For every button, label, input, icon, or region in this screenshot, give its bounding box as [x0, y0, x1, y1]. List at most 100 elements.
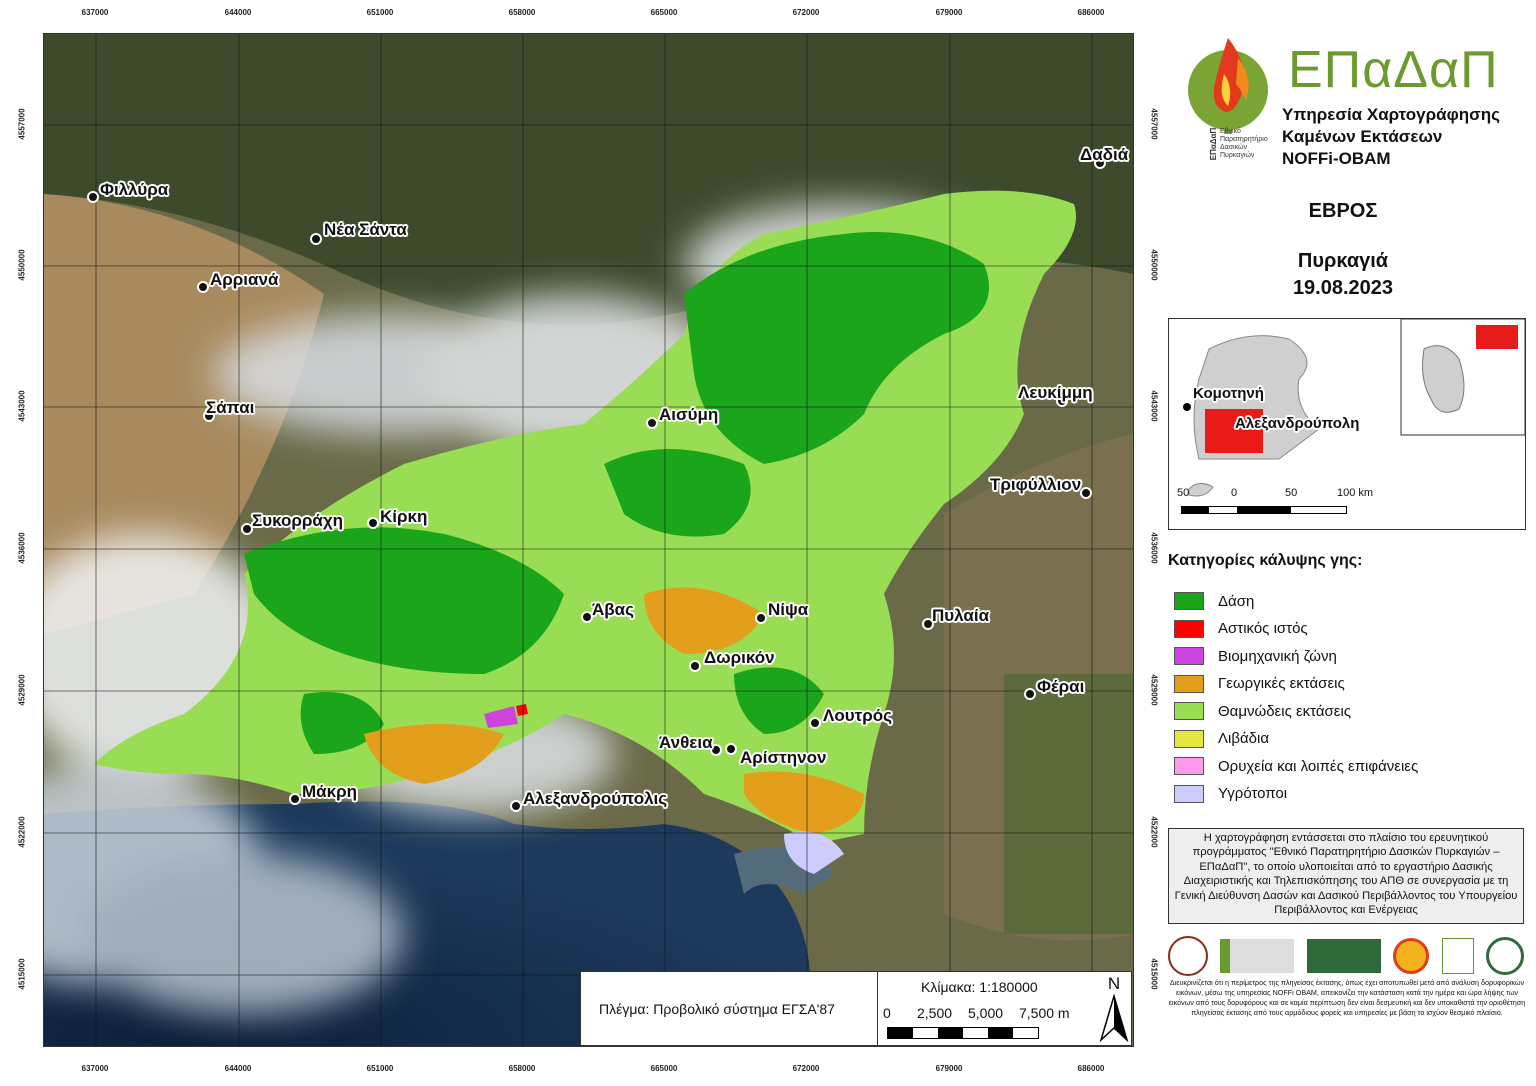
burned-area[interactable]: [94, 190, 1076, 874]
settlement-label[interactable]: Νέα Σάντα: [324, 220, 407, 239]
logo-line-3: NOFFi-OBAM: [1282, 149, 1391, 168]
settlement-label[interactable]: Άνθεια: [659, 733, 713, 752]
settlement-dot: [203, 410, 215, 422]
settlement-label[interactable]: Αρριανά: [210, 270, 279, 289]
x-tick-label: 665000: [650, 8, 678, 17]
settlement-label[interactable]: Συκορράχη: [252, 511, 344, 530]
settlement-label[interactable]: Φιλλύρα: [100, 180, 169, 199]
forest-south: [734, 667, 824, 734]
partner-logos: [1168, 936, 1524, 976]
legend-swatch: [1174, 619, 1204, 638]
settlement-label[interactable]: Λουτρός: [823, 706, 892, 725]
settlement-label[interactable]: Φέραι: [1037, 677, 1085, 696]
x-tick-label: 686000: [1077, 8, 1105, 17]
logo-name: ΕΠαΔαΠ: [1288, 41, 1499, 99]
event-date: 19.08.2023: [1292, 277, 1394, 299]
settlement-label[interactable]: Αισύμη: [659, 405, 719, 424]
info-box: Η χαρτογράφηση εντάσσεται στο πλαίσιο το…: [1168, 828, 1524, 924]
legend-swatch: [1174, 729, 1204, 748]
legend-item: Ορυχεία και λοιπές επιφάνειες: [1174, 756, 1418, 776]
map-canvas[interactable]: [44, 34, 1133, 1046]
settlement-dot: [1056, 395, 1068, 407]
legend-swatch: [1174, 784, 1204, 803]
x-tick-label: 637000: [81, 1064, 109, 1073]
settlement-dot: [197, 281, 209, 293]
x-tick-label: 651000: [366, 8, 394, 17]
legend-item: Βιομηχανική ζώνη: [1174, 646, 1337, 666]
settlement-label[interactable]: Κίρκη: [380, 507, 428, 526]
settlement-label[interactable]: Δωρικόν: [704, 648, 775, 667]
y-tick-label: 4543000: [17, 390, 27, 422]
inset-scale-2: 50: [1285, 487, 1298, 499]
settlement-label[interactable]: Αλεξανδρούπολις: [523, 789, 668, 808]
logo-flame-icon: [1182, 28, 1276, 134]
x-tick-label: 679000: [935, 1064, 963, 1073]
x-tick-label: 686000: [1077, 1064, 1105, 1073]
settlement-label[interactable]: Αρίστηνον: [740, 748, 827, 767]
industrial-zone: [484, 706, 518, 728]
legend-item: Υγρότοποι: [1174, 784, 1287, 804]
settlement-dot: [809, 717, 821, 729]
forest-north: [684, 232, 989, 464]
legend-item: Θαμνώδεις εκτάσεις: [1174, 701, 1351, 721]
event-title: Πυρκαγιά: [1297, 250, 1389, 272]
legend-swatch: [1174, 592, 1204, 610]
map-frame[interactable]: Φιλλύρα Νέα Σάντα Αρριανά Σάπαι Δαδιά Λευκίμμ…: [43, 33, 1134, 1047]
legend-swatch: [1174, 647, 1204, 665]
y-tick-label: 4522000: [17, 816, 27, 848]
agri-south-east: [744, 771, 864, 834]
agricultural-plain-west: [44, 194, 324, 634]
y-tick-label: 4515000: [17, 958, 27, 990]
legend-label: Λιβάδια: [1218, 730, 1270, 747]
settlement-dot: [310, 233, 322, 245]
inset-scale-3: 100 km: [1337, 487, 1374, 499]
settlement-label[interactable]: Πυλαία: [932, 606, 990, 625]
settlement-dot: [1080, 487, 1092, 499]
inset-scale-bar: [1181, 506, 1347, 514]
settlement-label[interactable]: Άβας: [592, 600, 634, 619]
agri-south-west: [364, 724, 504, 784]
urban-fabric: [516, 704, 528, 716]
x-tick-label: 672000: [792, 1064, 820, 1073]
inset-map: Κομοτηνή Αλεξανδρούπολη 50 0 50 100 km: [1168, 318, 1526, 530]
settlement-dot: [581, 611, 593, 623]
x-tick-label: 665000: [650, 1064, 678, 1073]
x-tick-label: 644000: [224, 1064, 252, 1073]
legend-label: Αστικός ιστός: [1218, 620, 1308, 637]
wetland: [784, 831, 844, 874]
x-tick-label: 637000: [81, 8, 109, 17]
settlement-label[interactable]: Τριφύλλιον: [990, 475, 1082, 494]
legend-swatch: [1174, 674, 1204, 693]
legend-label: Υγρότοποι: [1218, 785, 1288, 802]
region-title: ΕΒΡΟΣ: [1308, 200, 1378, 222]
y-tick-label: 4557000: [17, 108, 27, 140]
scale-bar: [887, 1027, 1039, 1039]
forest-west: [244, 527, 564, 674]
settlement-label[interactable]: Δαδιά: [1080, 145, 1129, 164]
legend-item: Αστικός ιστός: [1174, 619, 1308, 639]
legend-label: Βιομηχανική ζώνη: [1218, 647, 1337, 665]
settlement-label[interactable]: Μάκρη: [302, 782, 357, 801]
inset-city-2: Αλεξανδρούπολη: [1235, 415, 1360, 432]
legend-item: Λιβάδια: [1174, 729, 1269, 749]
scale-label: Κλίμακα: 1:180000: [921, 979, 1038, 995]
settlement-dot: [510, 800, 522, 812]
legend-label: Δάση: [1218, 592, 1255, 610]
settlement-label[interactable]: Λευκίμμη: [1018, 383, 1093, 402]
settlement-label[interactable]: Σάπαι: [206, 398, 255, 417]
y-tick-label: 4529000: [17, 674, 27, 706]
legend-label: Θαμνώδεις εκτάσεις: [1218, 702, 1352, 720]
auth-seal-icon: [1168, 936, 1208, 976]
settlement-dot: [646, 417, 658, 429]
logo-line-2: Καμένων Εκτάσεων: [1282, 127, 1443, 146]
settlement-label[interactable]: Νίψα: [768, 600, 809, 619]
inset-scale-1: 0: [1231, 487, 1238, 499]
settlement-dot: [710, 744, 722, 756]
x-tick-label: 644000: [224, 8, 252, 17]
inset-city-dot: [1181, 401, 1193, 413]
x-tick-label: 658000: [508, 8, 536, 17]
forest-center: [604, 449, 751, 537]
scale-tick-3: 7,500 m: [1019, 1005, 1070, 1021]
x-tick-label: 658000: [508, 1064, 536, 1073]
lab-logo-icon: [1220, 939, 1295, 973]
